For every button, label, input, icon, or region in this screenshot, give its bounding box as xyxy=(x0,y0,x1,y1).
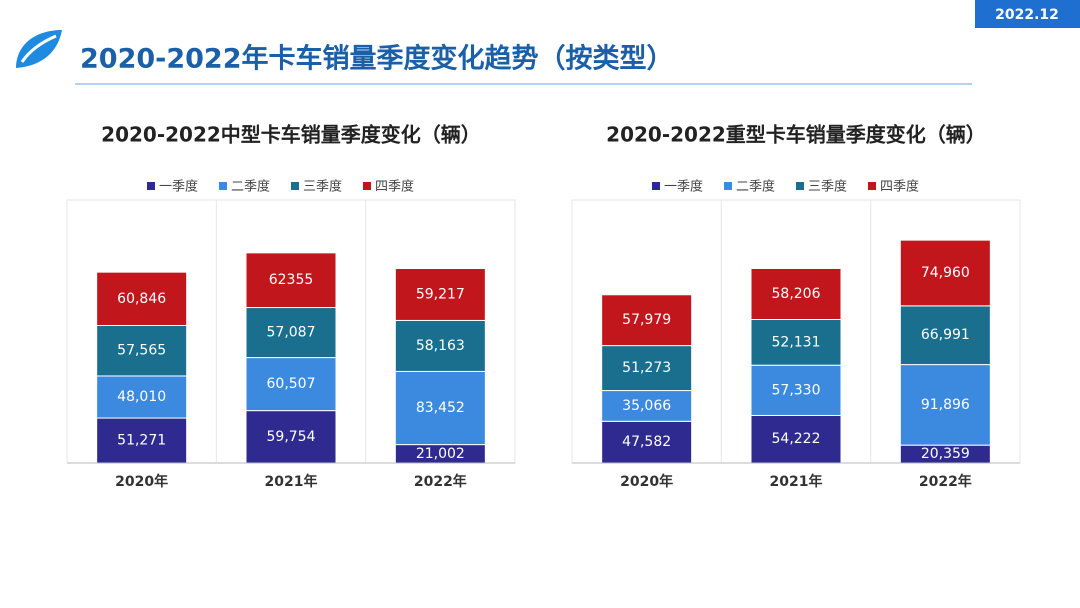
bar-segment xyxy=(96,271,188,326)
value-label: 47,582 xyxy=(622,434,671,450)
legend-swatch xyxy=(652,182,660,190)
value-label: 51,273 xyxy=(622,360,671,376)
date-badge xyxy=(975,0,1080,28)
legend-label: 三季度 xyxy=(808,179,847,195)
value-label: 57,979 xyxy=(622,312,671,328)
value-label: 60,846 xyxy=(117,291,166,307)
value-label: 62355 xyxy=(269,272,314,288)
date: 2022.12 xyxy=(995,7,1059,23)
x-tick-label: 2022年 xyxy=(414,473,467,490)
value-label: 57,565 xyxy=(117,343,166,359)
legend-label: 二季度 xyxy=(736,179,775,195)
legend-swatch xyxy=(796,182,804,190)
value-label: 48,010 xyxy=(117,389,166,405)
value-label: 54,222 xyxy=(772,431,821,447)
x-tick-label: 2021年 xyxy=(265,473,318,490)
legend-swatch xyxy=(724,182,732,190)
bar-segment xyxy=(750,267,842,321)
legend-swatch xyxy=(291,182,299,190)
value-label: 58,206 xyxy=(772,286,821,302)
value-label: 66,991 xyxy=(921,327,970,343)
bar-segment xyxy=(245,357,337,412)
value-label: 58,163 xyxy=(416,338,465,354)
chart-title: 2020-2022中型卡车销量季度变化（辆） xyxy=(101,123,481,147)
bar-segment xyxy=(750,414,842,464)
logo-swoosh xyxy=(20,34,57,63)
bar-segment xyxy=(899,364,991,446)
bar-segment xyxy=(394,370,486,446)
bar-segment xyxy=(750,364,842,416)
slide-title: 2020-2022年卡车销量季度变化趋势（按类型） xyxy=(80,43,674,75)
value-label: 91,896 xyxy=(921,397,970,413)
x-tick-label: 2020年 xyxy=(115,473,168,490)
bar-segment xyxy=(899,305,991,366)
value-label: 35,066 xyxy=(622,398,671,414)
chart-title: 2020-2022重型卡车销量季度变化（辆） xyxy=(606,123,986,147)
bar-segment xyxy=(245,307,337,359)
legend-label: 四季度 xyxy=(375,179,414,195)
bar-segment xyxy=(245,252,337,309)
value-label: 59,754 xyxy=(267,429,316,445)
bar-segment xyxy=(601,294,693,347)
legend-label: 一季度 xyxy=(664,179,703,195)
value-label: 57,087 xyxy=(267,325,316,341)
value-label: 60,507 xyxy=(267,376,316,392)
value-label: 21,002 xyxy=(416,446,465,462)
value-label: 59,217 xyxy=(416,286,465,302)
bar-segment xyxy=(394,319,486,372)
bar-segment xyxy=(899,239,991,307)
legend-label: 一季度 xyxy=(159,179,198,195)
value-label: 52,131 xyxy=(772,334,821,350)
legend-swatch xyxy=(868,182,876,190)
value-label: 74,960 xyxy=(921,265,970,281)
value-label: 83,452 xyxy=(416,400,465,416)
value-label: 51,271 xyxy=(117,433,166,449)
legend-swatch xyxy=(219,182,227,190)
bar-segment xyxy=(394,268,486,321)
x-tick-label: 2022年 xyxy=(919,473,972,490)
value-label: 20,359 xyxy=(921,446,970,462)
legend-label: 二季度 xyxy=(231,179,270,195)
legend-label: 四季度 xyxy=(880,179,919,195)
legend-swatch xyxy=(147,182,155,190)
legend-label: 三季度 xyxy=(303,179,342,195)
legend-swatch xyxy=(363,182,371,190)
bar-segment xyxy=(750,319,842,366)
x-tick-label: 2020年 xyxy=(620,473,673,490)
value-label: 57,330 xyxy=(772,382,821,398)
x-tick-label: 2021年 xyxy=(770,473,823,490)
